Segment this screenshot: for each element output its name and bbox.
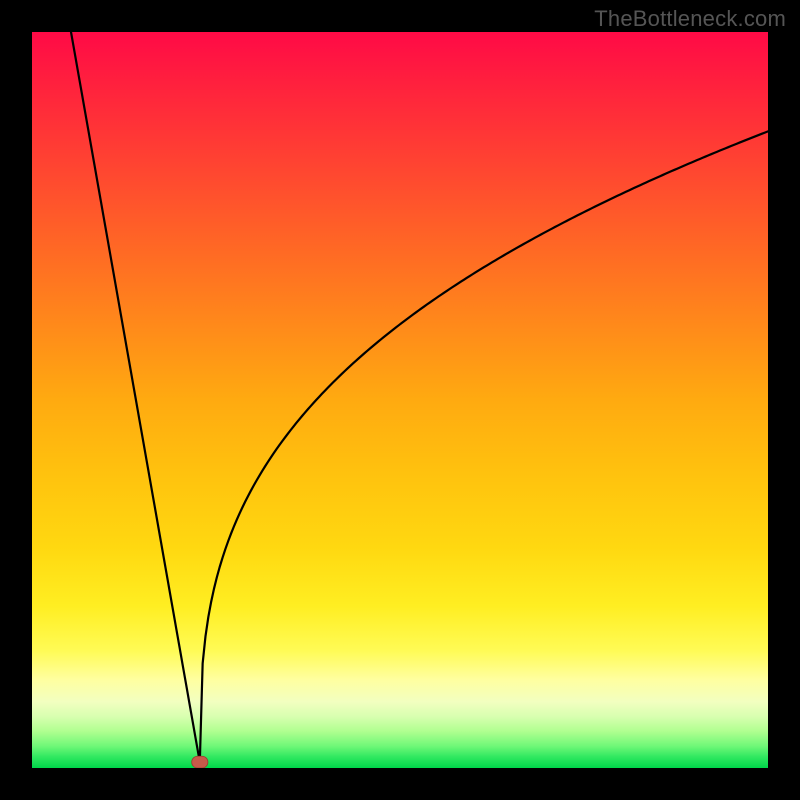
watermark-text: TheBottleneck.com [594,6,786,32]
plot-area [32,32,768,768]
curve-layer [32,32,768,768]
min-marker [192,756,208,768]
bottleneck-curve [71,32,768,762]
chart-container: TheBottleneck.com [0,0,800,800]
